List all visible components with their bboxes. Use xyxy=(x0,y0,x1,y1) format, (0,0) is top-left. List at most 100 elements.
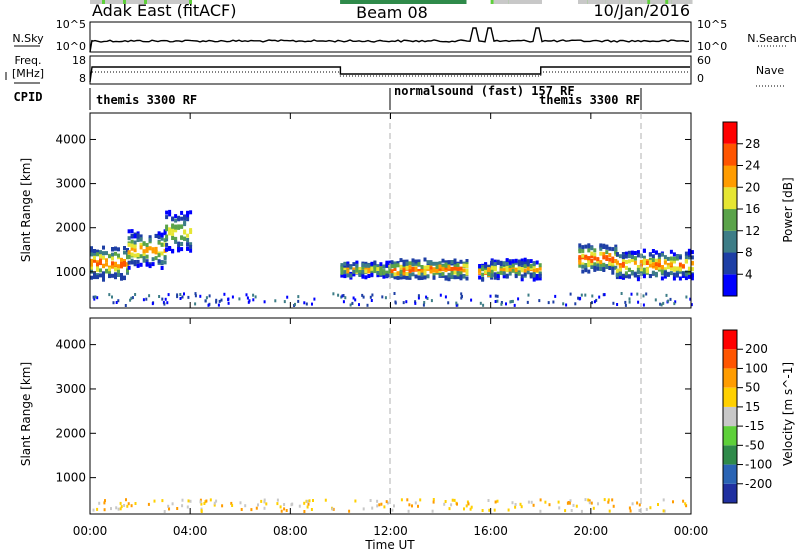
echo-speckle-95 xyxy=(376,499,379,503)
echo-cell-474 xyxy=(399,273,403,277)
echo-cell-928 xyxy=(608,266,612,270)
echo-speckle-5 xyxy=(598,295,601,299)
echo-speckle-41 xyxy=(461,294,463,298)
echo-speckle-77 xyxy=(361,293,364,297)
power-ytick-label-3: 4000 xyxy=(55,132,86,146)
echo-cell-712 xyxy=(493,275,497,280)
echo-cell-81 xyxy=(117,247,120,252)
power-colorbar-tick-label-1: 8 xyxy=(745,246,753,260)
echo-cell-1167 xyxy=(690,276,694,281)
echo-cell-1023 xyxy=(656,0,660,4)
echo-cell-560 xyxy=(433,0,437,4)
echo-cell-453 xyxy=(393,261,397,266)
echo-speckle-147 xyxy=(167,504,170,508)
echo-cell-970 xyxy=(621,258,625,263)
echo-speckle-64 xyxy=(494,300,497,303)
echo-speckle-130 xyxy=(92,508,95,512)
echo-cell-497 xyxy=(408,275,412,280)
echo-cell-669 xyxy=(481,272,485,277)
echo-speckle-136 xyxy=(119,507,122,511)
nave-tick-bottom: 0 xyxy=(697,72,704,85)
echo-speckle-83 xyxy=(620,292,623,295)
echo-cell-135 xyxy=(133,260,137,264)
echo-speckle-10 xyxy=(489,294,492,298)
echo-cell-550 xyxy=(426,274,430,279)
echo-cell-625 xyxy=(457,0,461,4)
echo-cell-855 xyxy=(596,0,600,4)
echo-speckle-30 xyxy=(628,506,631,510)
echo-cell-96 xyxy=(123,275,126,280)
xtick-label-4: 16:00 xyxy=(473,524,508,538)
echo-cell-23 xyxy=(96,249,99,254)
echo-cell-620 xyxy=(453,264,457,269)
velocity-y-axis: 1000 2000 3000 4000 xyxy=(55,338,691,485)
echo-speckle-14 xyxy=(263,506,266,510)
echo-speckle-156 xyxy=(371,293,374,297)
echo-cell-906 xyxy=(599,251,603,256)
echo-cell-1076 xyxy=(677,0,681,4)
echo-cell-706 xyxy=(490,263,494,268)
echo-speckle-90 xyxy=(562,302,565,306)
echo-speckle-102 xyxy=(575,504,578,508)
echo-cell-999 xyxy=(630,258,634,263)
echo-cell-271 xyxy=(180,210,184,215)
echo-cell-850 xyxy=(578,243,582,248)
echo-cell-44 xyxy=(102,274,105,278)
echo-speckle-32 xyxy=(186,505,189,509)
echo-cell-1041 xyxy=(645,269,649,274)
echo-cell-874 xyxy=(587,260,591,265)
power-colorbar-tick-label-2: 12 xyxy=(745,224,760,238)
echo-cell-568 xyxy=(432,273,436,278)
echo-speckle-159 xyxy=(362,295,365,299)
echo-cell-760 xyxy=(508,260,512,265)
echo-speckle-57 xyxy=(167,293,170,297)
echo-speckle-124 xyxy=(580,509,583,513)
echo-cell-897 xyxy=(596,266,600,271)
echo-cell-175 xyxy=(150,0,153,4)
echo-speckle-52 xyxy=(263,300,266,304)
echo-cell-785 xyxy=(517,259,521,264)
echo-speckle-77 xyxy=(117,507,120,511)
echo-speckle-134 xyxy=(547,301,550,305)
velocity-colorbar-tick-label-6: -100 xyxy=(745,458,772,472)
echo-cell-161 xyxy=(142,258,146,263)
echo-cell-422 xyxy=(382,274,386,279)
echo-cell-799 xyxy=(523,261,527,266)
power-ytick-label-1: 2000 xyxy=(55,221,86,235)
echo-speckle-31 xyxy=(538,299,541,303)
echo-speckle-178 xyxy=(636,501,639,505)
echo-cell-745 xyxy=(502,271,506,276)
echo-cell-133 xyxy=(133,248,137,253)
echo-cell-1014 xyxy=(636,274,640,279)
xtick-label-6: 00:00 xyxy=(674,524,709,538)
echo-speckle-12 xyxy=(460,296,463,300)
echo-cell-275 xyxy=(180,242,184,246)
echo-speckle-7 xyxy=(179,297,182,300)
echo-cell-1048 xyxy=(648,257,652,262)
echo-cell-879 xyxy=(590,265,594,269)
echo-cell-8 xyxy=(90,252,93,257)
echo-speckle-138 xyxy=(527,293,530,297)
echo-cell-990 xyxy=(627,250,631,255)
power-colorbar-cell-1 xyxy=(723,252,737,275)
echo-cell-555 xyxy=(426,260,430,265)
echo-cell-843 xyxy=(578,247,582,251)
echo-cell-982 xyxy=(624,251,628,256)
echo-speckle-35 xyxy=(111,295,113,299)
echo-speckle-178 xyxy=(578,297,581,301)
echo-speckle-30 xyxy=(96,296,99,300)
echo-cell-1006 xyxy=(633,251,637,255)
echo-cell-1045 xyxy=(648,274,652,279)
echo-cell-1122 xyxy=(675,266,679,271)
cpid-panel: CPID themis 3300 RF normalsound (fast) 1… xyxy=(14,84,642,110)
echo-speckle-145 xyxy=(493,508,496,512)
echo-cell-265 xyxy=(177,224,181,229)
echo-cell-141 xyxy=(133,234,137,239)
echo-cell-183 xyxy=(148,264,152,269)
echo-cell-41 xyxy=(102,271,105,276)
echo-cell-259 xyxy=(180,0,183,4)
echo-cell-429 xyxy=(385,270,389,275)
echo-speckle-149 xyxy=(408,503,411,507)
echo-speckle-141 xyxy=(380,502,383,506)
echo-cell-592 xyxy=(441,266,445,271)
